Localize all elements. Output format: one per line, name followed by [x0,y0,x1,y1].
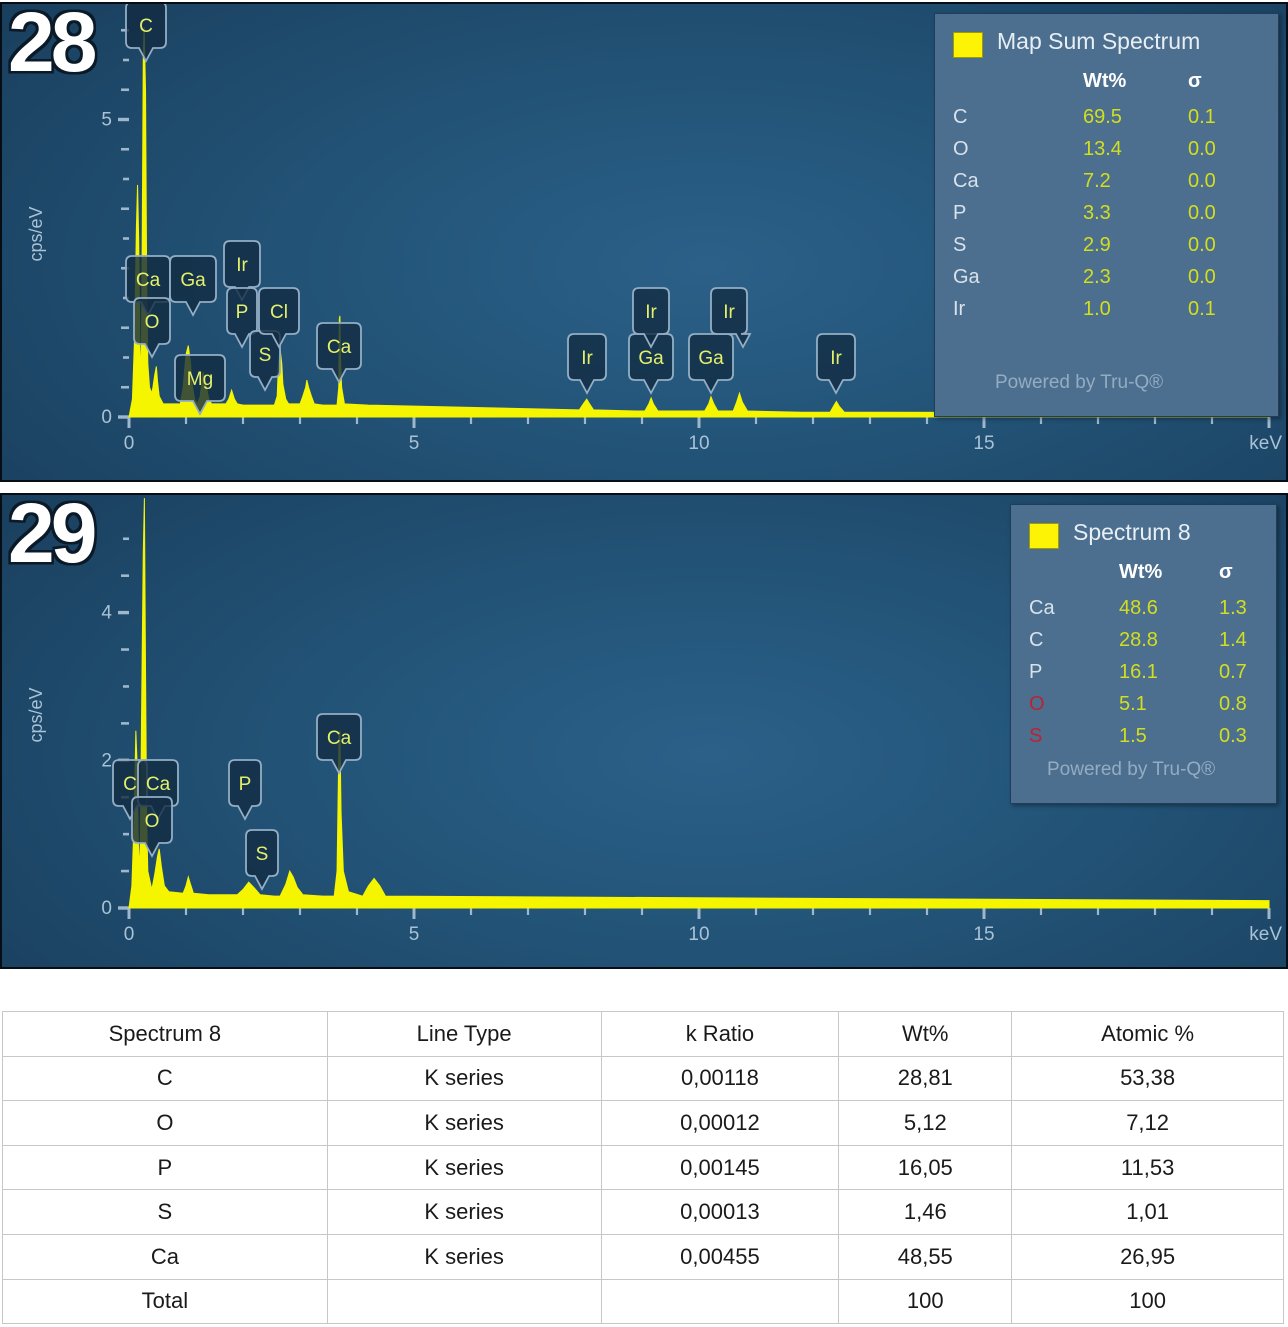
svg-text:15: 15 [973,924,994,945]
svg-text:Ca: Ca [327,728,352,749]
svg-text:0: 0 [124,924,135,945]
svg-text:cps/eV: cps/eV [26,206,46,261]
svg-text:C: C [139,16,153,37]
svg-text:Ga: Ga [638,348,664,369]
svg-text:O: O [145,811,160,832]
svg-text:Ca: Ca [136,270,161,291]
svg-text:Ca: Ca [327,337,352,358]
svg-text:5: 5 [409,433,420,454]
svg-text:O: O [145,312,160,333]
svg-text:P: P [239,774,252,795]
svg-text:10: 10 [688,433,709,454]
svg-text:cps/eV: cps/eV [26,687,46,742]
svg-text:4: 4 [101,603,112,624]
svg-text:Ga: Ga [180,270,206,291]
svg-text:S: S [259,345,272,366]
svg-text:keV: keV [1249,433,1282,454]
svg-text:Ga: Ga [698,348,724,369]
svg-text:C: C [123,774,137,795]
svg-text:10: 10 [688,924,709,945]
svg-text:Ir: Ir [830,348,842,369]
svg-text:15: 15 [973,433,994,454]
svg-text:P: P [236,302,249,323]
svg-text:Mg: Mg [187,369,213,390]
svg-text:5: 5 [101,110,112,131]
svg-text:Ir: Ir [581,348,593,369]
svg-text:Ca: Ca [146,774,171,795]
svg-text:Ir: Ir [723,302,735,323]
svg-text:Ir: Ir [236,255,248,276]
svg-text:S: S [256,844,269,865]
svg-text:0: 0 [124,433,135,454]
svg-text:Cl: Cl [270,302,288,323]
svg-text:2: 2 [101,750,112,771]
svg-text:Ir: Ir [645,302,657,323]
svg-text:5: 5 [409,924,420,945]
svg-text:keV: keV [1249,924,1282,945]
svg-text:0: 0 [101,898,112,919]
svg-text:0: 0 [101,407,112,428]
